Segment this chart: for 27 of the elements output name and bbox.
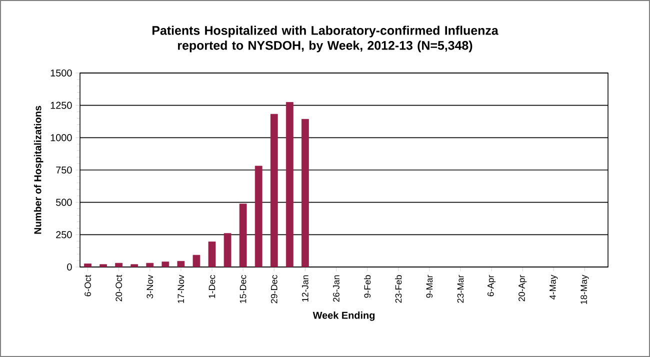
x-tick-label: 3-Nov [146,274,154,298]
x-tick-label: 15-Dec [240,275,246,303]
x-axis-title: Week Ending [312,312,375,321]
x-tick-label: 18-May [580,274,589,304]
y-tick-label: 1000 [50,134,72,142]
chart-title: Patients Hospitalized with Laboratory-confirmed Influenza reported to NYSDOH, by Week, 2012-13 (N=5,348) [152,26,498,52]
y-tick-label: 1250 [50,102,72,109]
x-tick-label: 23-Mar [457,274,464,303]
y-tick-label: 750 [56,166,72,174]
x-tick-label: 20-Oct [116,274,122,302]
y-tick-label: 500 [56,198,72,206]
x-tick-label: 6-Apr [487,274,496,296]
x-tick-label: 12-Jan [302,275,308,302]
y-tick-label: 0 [67,263,72,271]
y-tick-label: 250 [56,231,72,238]
y-tick-label: 1500 [50,69,72,77]
x-tick-label: 6-Oct [84,274,91,296]
x-tick-label: 9-Feb [364,275,371,298]
x-tick-label: 4-May [550,274,558,300]
x-tick-label: 29-Dec [270,275,278,304]
x-tick-label: 26-Jan [333,275,340,302]
x-tick-label: 9-Mar [426,274,433,298]
x-tick-label: 23-Feb [395,275,402,303]
x-tick-label: 1-Dec [208,275,216,298]
y-axis-title: Number of Hospitalizations [34,106,44,234]
x-tick-label: 20-Apr [518,274,527,302]
x-tick-label: 17-Nov [178,274,184,303]
